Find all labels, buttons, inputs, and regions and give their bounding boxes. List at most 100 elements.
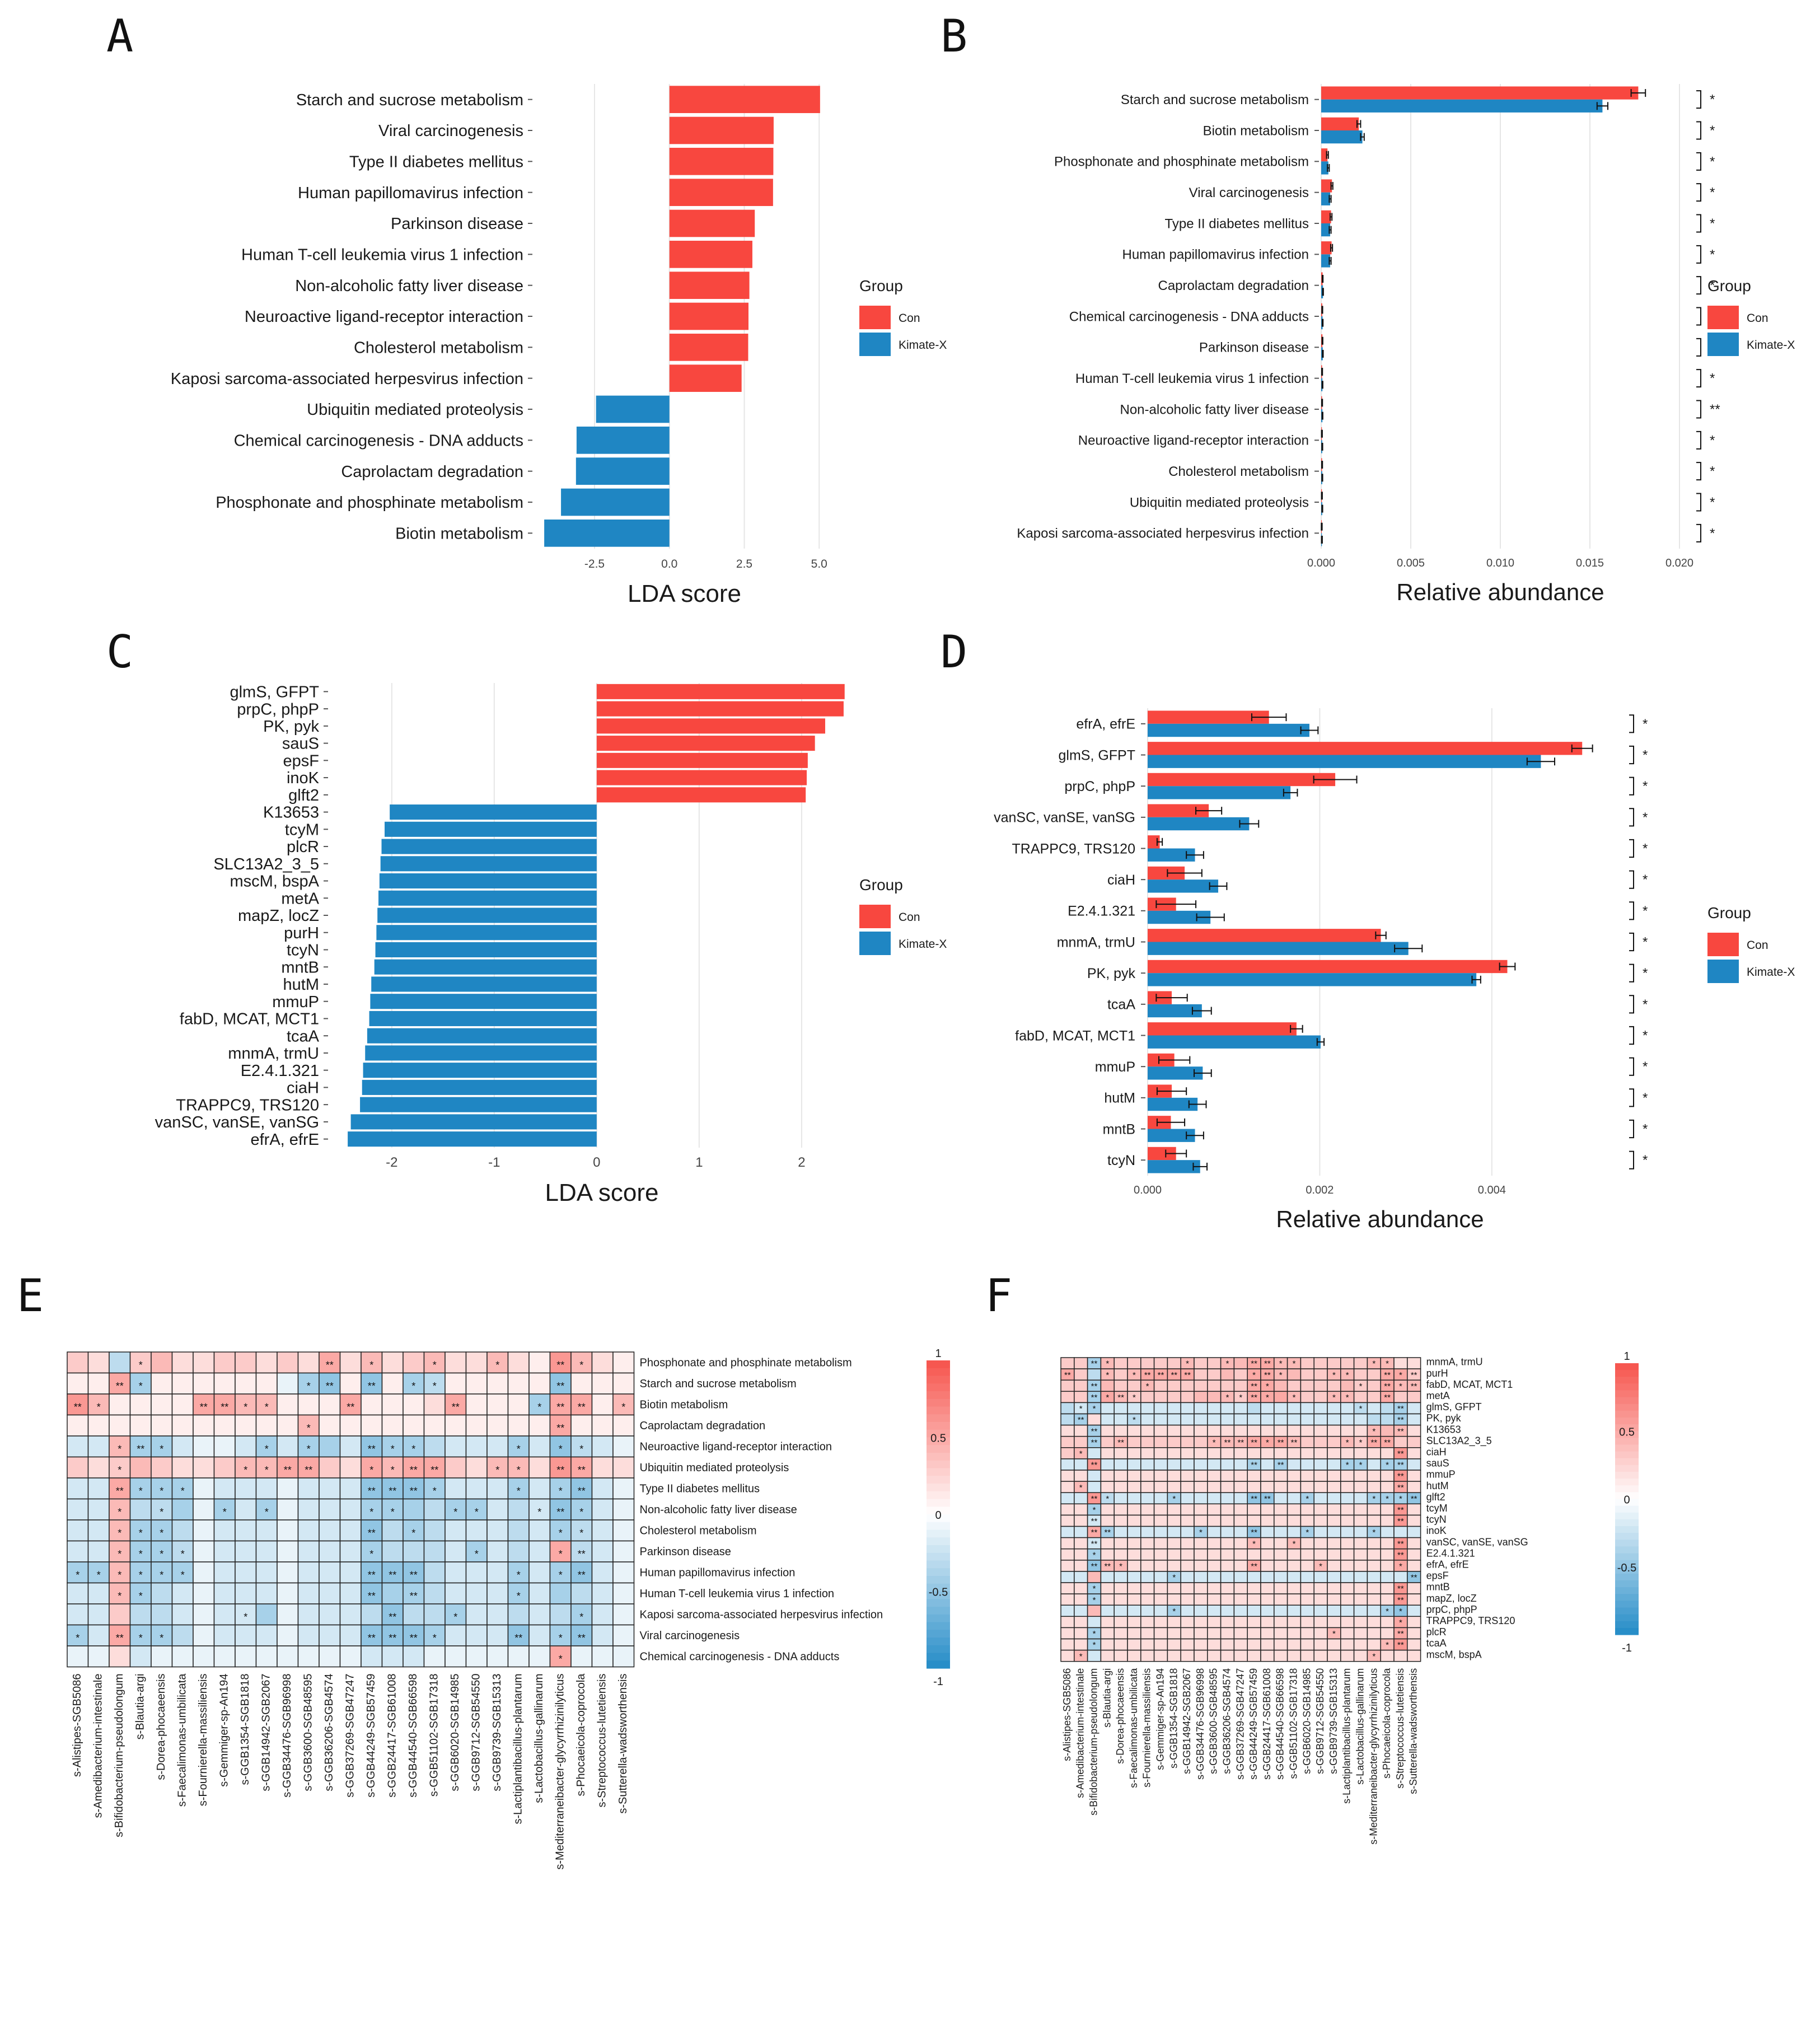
column-label: s-Lactiplantibacillus-plantarum [512,1674,524,1825]
heat-cell [1380,1627,1395,1640]
category-label: K13653 [263,804,319,822]
heat-cell [1340,1571,1355,1583]
heat-cell [1233,1413,1248,1426]
heat-cell [1140,1435,1155,1448]
heat-cell [1340,1593,1355,1606]
heat-cell [507,1414,530,1437]
heat-cell [1260,1571,1275,1583]
significance-star: * [1119,1561,1122,1571]
row-label: mntB [1426,1582,1450,1593]
heat-cell [1100,1638,1115,1651]
heat-cell [1353,1447,1368,1459]
significance-star: * [1079,1483,1083,1493]
heat-cell [1207,1357,1222,1369]
heat-cell [570,1624,593,1646]
bar [348,1131,597,1147]
heat-cell [1380,1571,1395,1583]
bar [561,488,670,516]
significance-mark: * [1643,810,1648,825]
heat-cell [1247,1413,1261,1426]
heat-cell [591,1477,614,1500]
heat-cell [1113,1616,1128,1629]
heat-cell [1127,1593,1141,1606]
heat-cell [1180,1447,1195,1459]
heat-cell [1274,1391,1288,1404]
significance-star: ** [578,1632,586,1644]
colorbar-segment [927,1507,950,1515]
category-label: mmuP [272,993,319,1011]
heat-cell [1260,1514,1275,1527]
heat-cell [87,1372,110,1395]
significance-star: ** [1384,1382,1391,1391]
category-label: Neuroactive ligand-receptor interaction [1078,433,1309,448]
significance-star: ** [1397,1404,1404,1414]
significance-star: * [559,1527,563,1538]
legend-swatch-1 [859,333,891,356]
heat-cell [1300,1638,1314,1651]
heat-cell [1286,1402,1302,1415]
heat-cell [1300,1402,1314,1415]
heat-cell [1313,1638,1328,1651]
significance-star: ** [1251,1382,1257,1391]
heat-cell [1140,1560,1155,1572]
significance-star: * [181,1485,185,1496]
colorbar-segment [927,1599,950,1607]
heat-cell [1233,1571,1248,1583]
heat-cell [591,1351,614,1374]
colorbar-segment [927,1406,950,1415]
bar [596,395,670,423]
significance-star: * [139,1527,143,1538]
heat-cell [319,1393,341,1416]
heat-cell [1380,1593,1395,1606]
heat-cell [235,1498,257,1521]
significance-star: ** [1091,1426,1098,1436]
significance-mark: * [1710,154,1715,169]
significance-star: * [579,1507,583,1518]
significance-mark: * [1643,904,1648,919]
heat-cell [1074,1560,1088,1572]
significance-bracket [1629,808,1634,827]
x-tick-label: 1 [695,1155,703,1170]
significance-star: * [579,1611,583,1622]
legend-swatch-1 [1707,333,1739,356]
heat-cell [109,1393,131,1416]
heat-cell [1260,1503,1275,1516]
heat-cell [486,1414,509,1437]
heat-cell [1233,1470,1248,1482]
heat-cell [1180,1458,1195,1471]
heat-cell [423,1624,446,1646]
heat-cell [1127,1616,1141,1629]
colorbar-segment [1615,1587,1639,1594]
heat-cell [403,1456,425,1479]
significance-star: * [160,1443,163,1454]
category-label: Viral carcinogenesis [378,122,523,140]
heat-cell [1060,1571,1075,1583]
column-label: s-Phocaeicola-coprocola [1381,1668,1392,1779]
column-label: s-GGB3600-SGB48595 [302,1674,314,1791]
category-label: Human papillomavirus infection [298,184,523,202]
heat-cell [1300,1379,1314,1392]
significance-star: * [517,1465,521,1476]
heat-cell [1313,1548,1328,1561]
heat-cell [1233,1492,1248,1505]
heat-cell [1060,1424,1075,1437]
category-label: hutM [283,976,319,994]
significance-star: * [1093,1404,1096,1414]
heat-cell [1207,1548,1222,1561]
significance-star: ** [1397,1415,1404,1425]
heat-cell [1340,1357,1355,1369]
colorbar-segment [1615,1540,1639,1547]
row-label: Ubiquitin mediated proteolysis [640,1462,789,1474]
significance-star: * [244,1611,247,1622]
column-label: s-GGB24417-SGB61008 [1261,1668,1272,1780]
heat-cell [1100,1424,1115,1437]
significance-star: * [517,1485,521,1496]
heat-cell [1074,1526,1088,1538]
heat-cell [1127,1424,1141,1437]
heat-cell [507,1519,530,1542]
heat-cell [1367,1470,1381,1482]
bar-con [1148,710,1269,724]
heat-cell [423,1561,446,1584]
heat-cell [1113,1604,1128,1617]
heat-cell [1100,1435,1115,1448]
